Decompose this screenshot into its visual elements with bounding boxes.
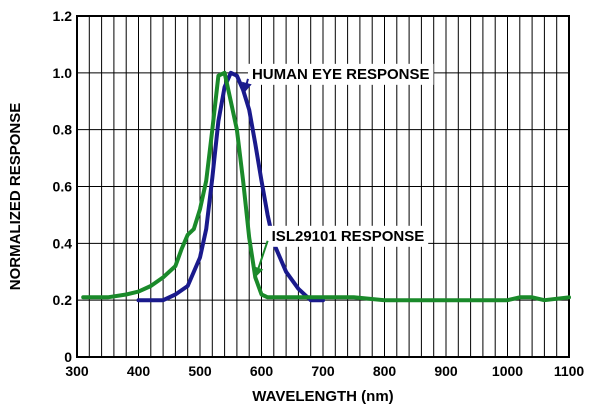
annotation-bg-0 (247, 63, 434, 85)
x-tick-label: 600 (250, 363, 274, 379)
y-tick-label: 0.8 (53, 122, 73, 138)
annotation-arrowhead-1 (253, 266, 264, 278)
annotation-bg-1 (267, 225, 429, 247)
y-tick-label: 1.0 (53, 65, 73, 81)
annotation-label-1: ISL29101 RESPONSE (272, 228, 425, 245)
y-tick-label: 1.2 (53, 8, 73, 24)
annotation-arrowhead-0 (242, 81, 252, 93)
y-tick-label: 0.2 (53, 292, 73, 308)
y-axis-title: NORMALIZED RESPONSE (7, 103, 24, 291)
x-tick-label: 900 (434, 363, 458, 379)
x-tick-label: 400 (127, 363, 151, 379)
series-line-1 (81, 70, 571, 303)
x-tick-label: 500 (188, 363, 212, 379)
y-tick-label: 0.6 (53, 179, 73, 195)
y-tick-label: 0 (64, 349, 72, 365)
plot-frame (76, 15, 570, 358)
x-tick-label: 700 (311, 363, 335, 379)
x-tick-label: 300 (65, 363, 89, 379)
y-tick-label: 0.4 (53, 235, 73, 251)
annotation-label-0: HUMAN EYE RESPONSE (252, 66, 430, 83)
series-line-0 (136, 70, 325, 303)
x-tick-label: 1000 (492, 363, 523, 379)
x-tick-label: 800 (373, 363, 397, 379)
x-axis-title: WAVELENGTH (nm) (252, 388, 393, 405)
x-tick-label: 1100 (554, 363, 585, 379)
